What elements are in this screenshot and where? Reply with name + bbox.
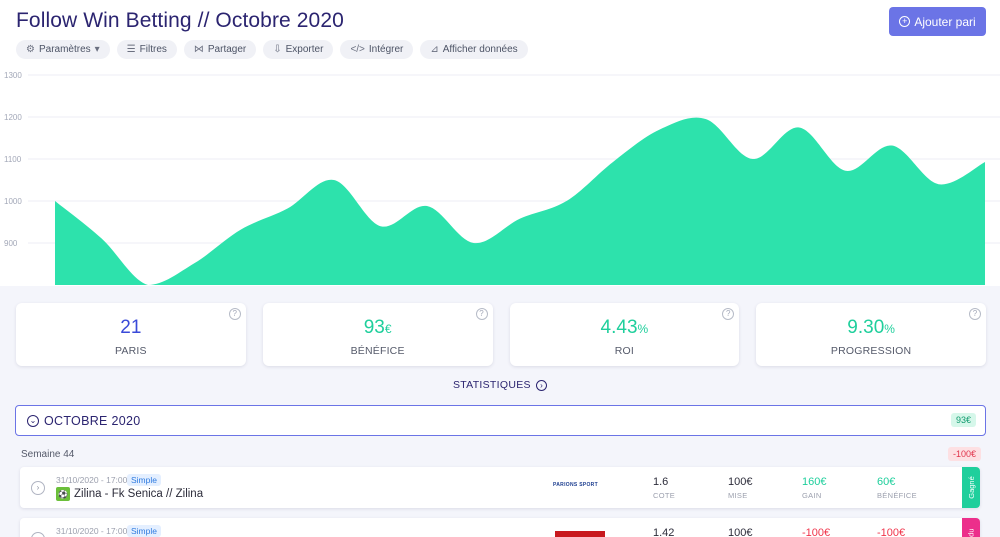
bet-row[interactable]: › 31/10/2020 - 17:00 Simple ⚽ Zilina - F… [20, 467, 980, 508]
stat-number: 93 [363, 317, 385, 338]
y-tick-label: 900 [4, 239, 18, 248]
statistics-link[interactable]: STATISTIQUES › [0, 379, 1000, 391]
bet-odds: 1.6 [653, 476, 669, 488]
gain-label: GAIN [802, 491, 822, 500]
help-icon[interactable]: ? [969, 308, 981, 320]
toolbar: ⚙ Paramètres ▾ ☰ Filtres ⋈ Partager ⇩ Ex… [16, 40, 528, 59]
stat-number: 9.30 [847, 317, 885, 338]
share-button[interactable]: ⋈ Partager [183, 40, 257, 59]
stat-number: 4.43 [600, 317, 638, 338]
bet-stake: 100€ [728, 527, 753, 537]
filter-label: Filtres [139, 44, 167, 55]
month-header[interactable]: ⌄ OCTOBRE 2020 93€ [15, 405, 986, 436]
month-title: OCTOBRE 2020 [44, 414, 141, 428]
week-label: Semaine 44 [21, 449, 75, 460]
settings-button[interactable]: ⚙ Paramètres ▾ [16, 40, 110, 59]
help-icon[interactable]: ? [475, 308, 488, 320]
bet-profit: 60€ [877, 476, 896, 488]
export-label: Exporter [285, 44, 324, 55]
stat-card-bets: ? 21 PARIS [16, 303, 246, 366]
bet-status: Perdu [962, 518, 980, 537]
stat-value: 4.43% [510, 317, 740, 339]
stat-unit: % [884, 322, 895, 336]
expand-icon[interactable]: › [31, 532, 45, 537]
share-label: Partager [207, 44, 247, 55]
bet-gain: 160€ [802, 476, 827, 488]
profit-label: BÉNÉFICE [877, 491, 917, 500]
settings-icon: ⚙ [26, 44, 35, 55]
settings-label: Paramètres [38, 44, 91, 55]
stat-unit: % [637, 322, 649, 336]
bet-status: Gagné [962, 467, 980, 508]
stat-number: 21 [120, 317, 142, 338]
plus-circle-icon: + [899, 16, 911, 27]
stat-value: 21 [16, 317, 246, 339]
code-icon: </> [350, 44, 365, 55]
add-bet-label: Ajouter pari [914, 14, 976, 29]
header-panel: Follow Win Betting // Octobre 2020 + Ajo… [0, 0, 1000, 286]
stat-label: ROI [614, 345, 635, 357]
stat-label: BÉNÉFICE [350, 345, 405, 357]
embed-button[interactable]: </> Intégrer [340, 40, 414, 59]
bet-stake: 100€ [728, 476, 753, 488]
stat-value: 93€ [263, 317, 493, 339]
help-icon[interactable]: ? [722, 308, 735, 320]
y-tick-label: 1200 [4, 113, 22, 122]
export-button[interactable]: ⇩ Exporter [263, 40, 334, 59]
stat-unit: € [384, 322, 392, 336]
football-icon: ⚽ [56, 487, 70, 501]
y-tick-label: 1100 [4, 155, 22, 164]
show-data-button[interactable]: ⊿ Afficher données [420, 40, 528, 59]
statistics-link-label: STATISTIQUES [452, 379, 531, 391]
expand-icon[interactable]: › [31, 481, 45, 495]
bet-odds: 1.42 [653, 527, 675, 537]
bet-row[interactable]: › 31/10/2020 - 17:00 Simple 1.42 100€ -1… [20, 518, 980, 537]
chevron-down-icon: ▾ [94, 44, 100, 55]
stat-label: PARIS [115, 345, 147, 357]
stat-card-profit: ? 93€ BÉNÉFICE [262, 303, 493, 366]
bet-date: 31/10/2020 - 17:00 [56, 526, 128, 536]
bet-type-badge: Simple [127, 525, 161, 537]
bet-status-label: Perdu [967, 528, 976, 537]
stat-value: 9.30% [756, 317, 986, 339]
y-tick-label: 1300 [4, 71, 22, 80]
filter-icon: ☰ [126, 44, 136, 55]
bookmaker-logo [555, 531, 605, 537]
bet-date: 31/10/2020 - 17:00 [56, 475, 128, 485]
month-total-badge: 93€ [950, 413, 976, 427]
embed-label: Intégrer [368, 44, 404, 55]
help-icon[interactable]: ? [228, 308, 241, 320]
data-icon: ⊿ [430, 44, 439, 55]
show-data-label: Afficher données [442, 44, 518, 55]
bankroll-area [55, 117, 985, 285]
share-icon: ⋈ [193, 44, 204, 55]
filter-button[interactable]: ☰ Filtres [116, 40, 177, 59]
chevron-down-icon: ⌄ [27, 415, 39, 427]
stat-card-progression: ? 9.30% PROGRESSION [756, 303, 986, 366]
bookmaker-logo: PARIONS SPORT [553, 482, 598, 488]
page-title: Follow Win Betting // Octobre 2020 [16, 9, 344, 32]
chevron-right-icon: › [536, 379, 548, 391]
export-icon: ⇩ [273, 44, 282, 55]
bet-type-badge: Simple [127, 474, 161, 486]
bet-gain: -100€ [802, 527, 831, 537]
bet-name: Zilina - Fk Senica // Zilina [74, 488, 204, 500]
odds-label: COTE [653, 491, 676, 500]
stat-card-roi: ? 4.43% ROI [509, 303, 740, 366]
week-total-badge: -100€ [948, 447, 982, 461]
y-tick-label: 1000 [4, 197, 22, 206]
add-bet-button[interactable]: + Ajouter pari [889, 7, 986, 36]
bankroll-chart: 900 1000 1100 1200 1300 [4, 71, 1000, 285]
stats-cards: ? 21 PARIS ? 93€ BÉNÉFICE ? 4.43% ROI ? … [16, 303, 986, 366]
bet-profit: -100€ [877, 527, 906, 537]
stat-label: PROGRESSION [830, 345, 912, 357]
bet-status-label: Gagné [966, 476, 976, 499]
stake-label: MISE [728, 491, 748, 500]
